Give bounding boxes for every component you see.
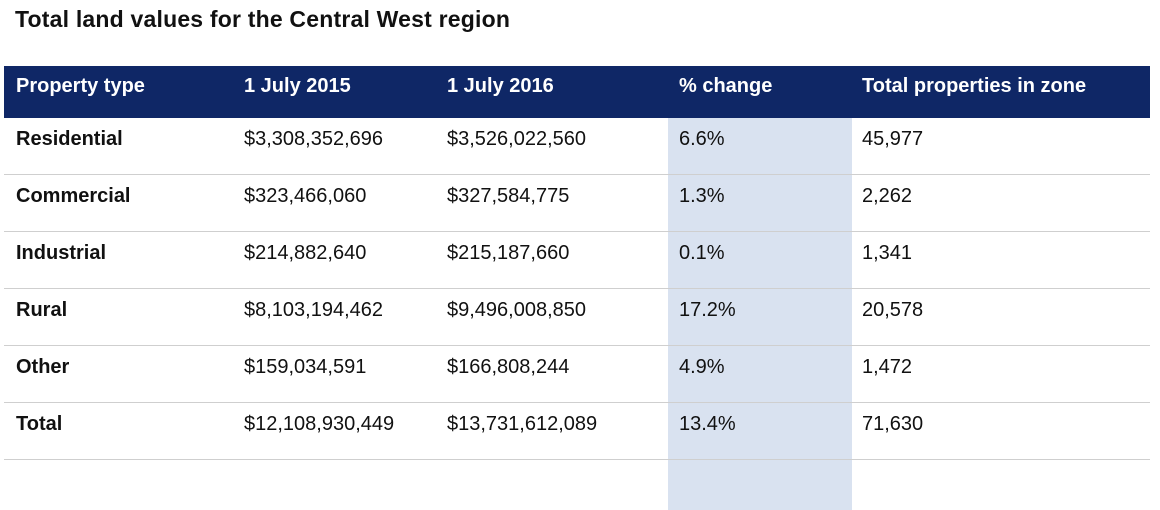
cell-2015: $323,466,060 [244,185,367,207]
cell-pct-change: 4.9% [679,356,725,378]
cell-total-properties: 20,578 [862,299,924,321]
cell-pct-change: 6.6% [679,128,725,150]
cell-2015: $12,108,930,449 [244,413,395,435]
cell-2015: $3,308,352,696 [244,128,384,150]
cell-2016: $9,496,008,850 [447,299,587,321]
cell-property-type: Commercial [16,185,131,207]
cell-2016: $3,526,022,560 [447,128,587,150]
land-values-table: Property type 1 July 2015 1 July 2016 % … [4,66,1150,510]
table-row: Residential $3,308,352,696 $3,526,022,56… [4,118,1150,175]
cell-total-properties: 1,341 [862,242,913,264]
header-total-properties: Total properties in zone [862,75,1087,97]
header-pct-change: % change [679,75,773,97]
cell-property-type: Rural [16,299,68,321]
cell-property-type: Residential [16,128,123,150]
cell-2016: $13,731,612,089 [447,413,598,435]
cell-total-properties: 2,262 [862,185,913,207]
table-row-total: Total $12,108,930,449 $13,731,612,089 13… [4,403,1150,460]
table-row: Other $159,034,591 $166,808,244 4.9% 1,4… [4,346,1150,403]
cell-2016: $166,808,244 [447,356,570,378]
pct-change-highlight [668,118,852,510]
table-row: Rural $8,103,194,462 $9,496,008,850 17.2… [4,289,1150,346]
table-body: Residential $3,308,352,696 $3,526,022,56… [4,118,1150,510]
cell-2015: $214,882,640 [244,242,367,264]
page-title: Total land values for the Central West r… [15,6,511,32]
header-2015: 1 July 2015 [244,75,351,97]
cell-property-type: Total [16,413,63,435]
table-header: Property type 1 July 2015 1 July 2016 % … [4,66,1150,118]
cell-property-type: Industrial [16,242,107,264]
table-row: Commercial $323,466,060 $327,584,775 1.3… [4,175,1150,232]
cell-total-properties: 71,630 [862,413,924,435]
cell-2016: $327,584,775 [447,185,570,207]
cell-2015: $159,034,591 [244,356,367,378]
table-row: Industrial $214,882,640 $215,187,660 0.1… [4,232,1150,289]
cell-total-properties: 45,977 [862,128,924,150]
cell-pct-change: 17.2% [679,299,736,321]
header-property-type: Property type [16,75,145,97]
cell-total-properties: 1,472 [862,356,913,378]
cell-pct-change: 0.1% [679,242,725,264]
cell-pct-change: 13.4% [679,413,736,435]
cell-property-type: Other [16,356,70,378]
header-2016: 1 July 2016 [447,75,554,97]
cell-2015: $8,103,194,462 [244,299,384,321]
cell-pct-change: 1.3% [679,185,725,207]
cell-2016: $215,187,660 [447,242,570,264]
